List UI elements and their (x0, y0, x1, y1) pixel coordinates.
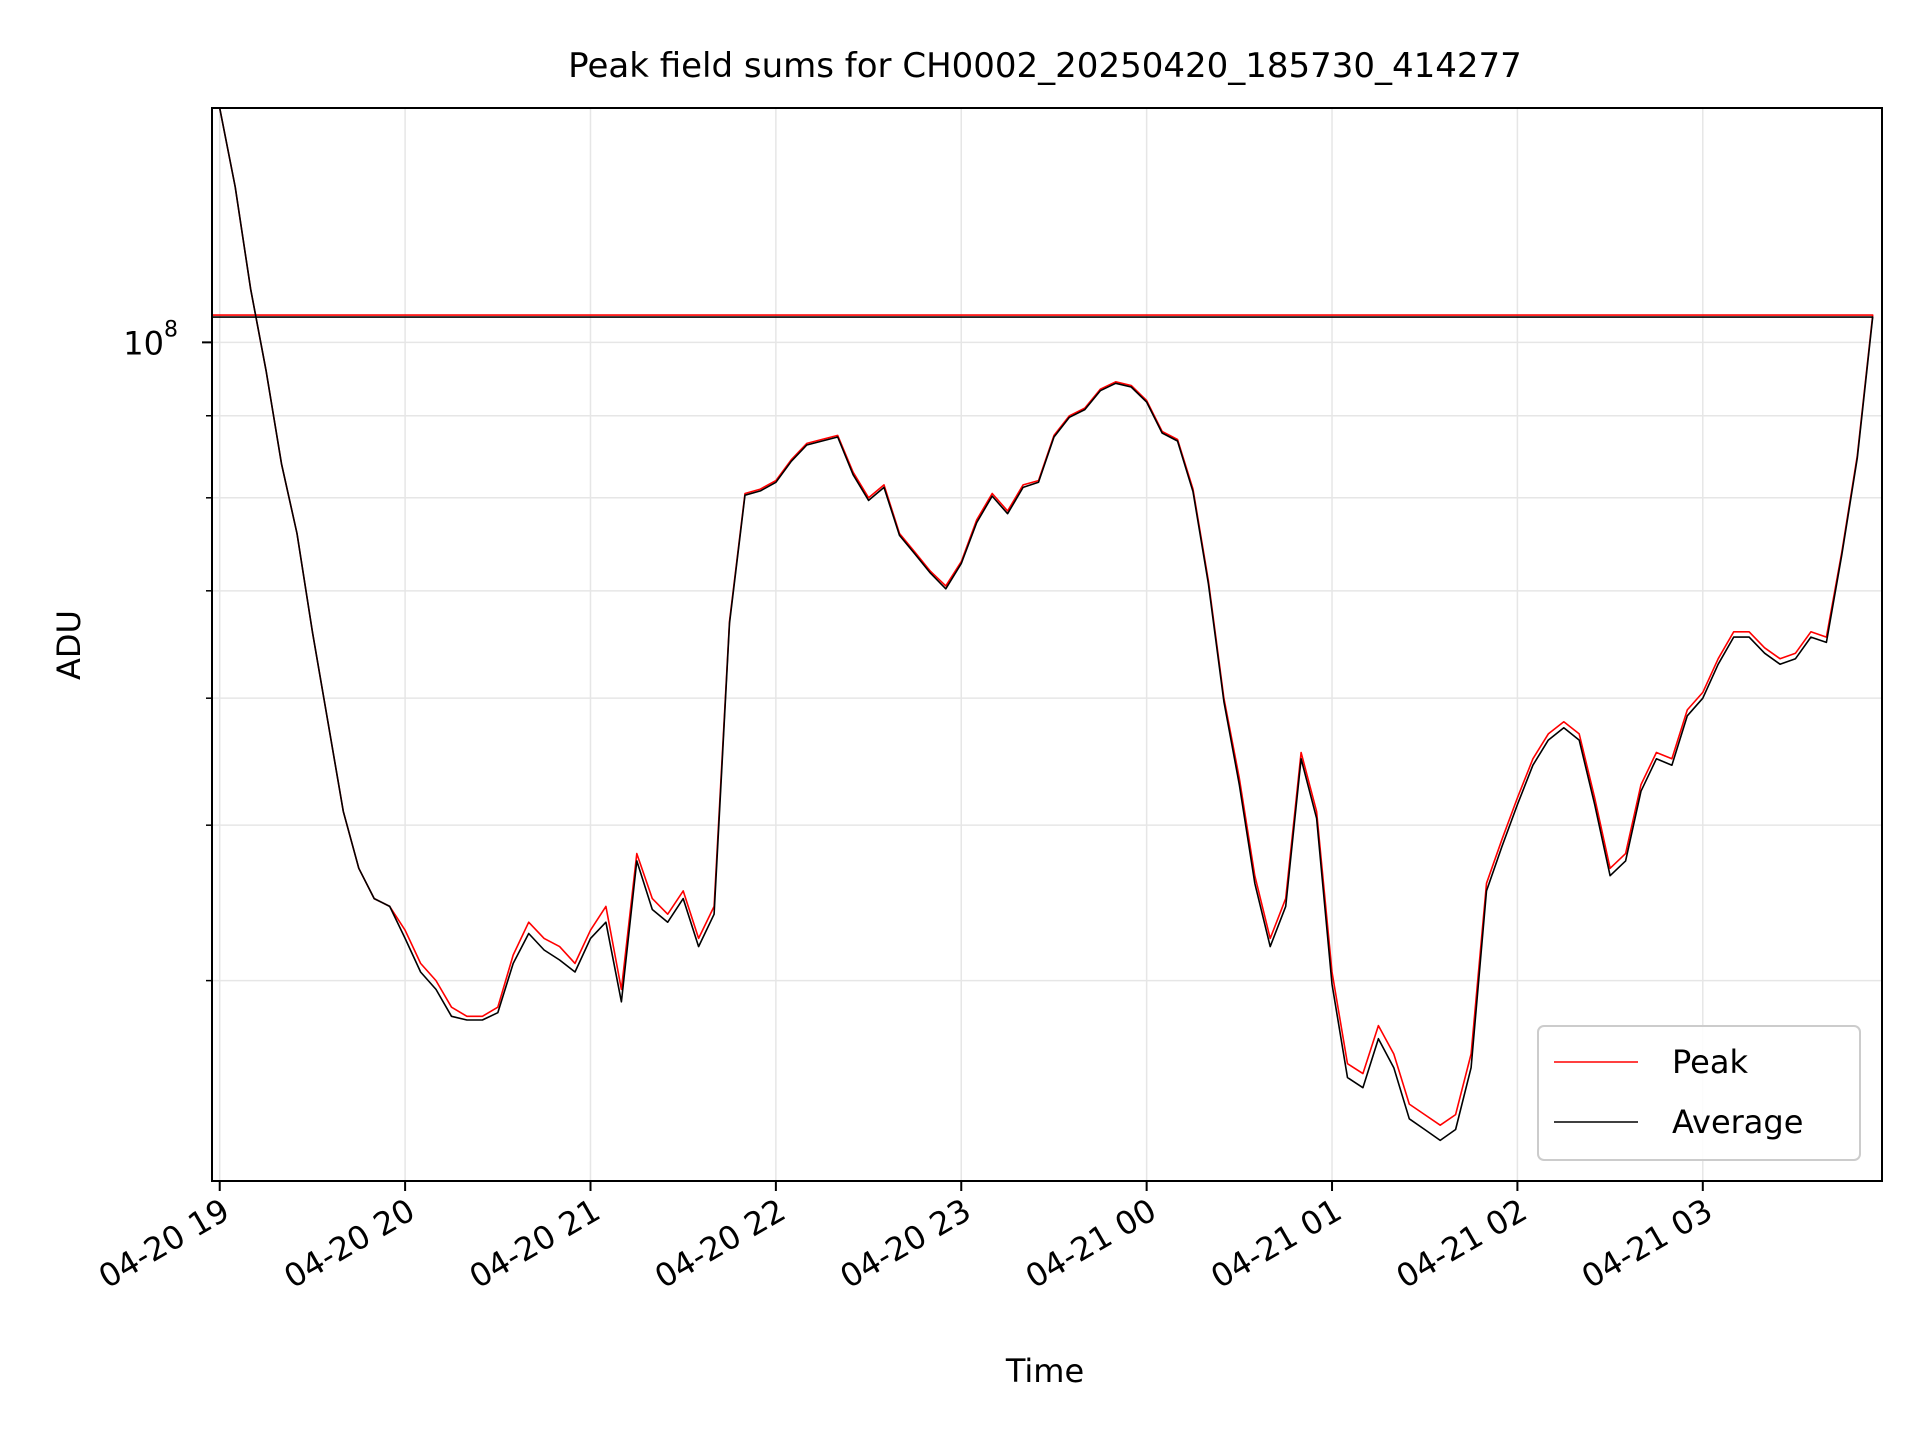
y-axis-label: ADU (50, 610, 88, 680)
y-tick-label-exponent: 8 (164, 317, 178, 342)
chart-title: Peak field sums for CH0002_20250420_1857… (568, 46, 1522, 86)
plot-area-frame (211, 107, 1883, 1182)
y-tick-label: 10 (123, 324, 164, 362)
legend-label-peak: Peak (1672, 1043, 1748, 1081)
legend: Peak Average (1537, 1025, 1861, 1161)
y-axis: 10 8 (123, 317, 212, 982)
legend-box (1537, 1025, 1861, 1161)
legend-label-average: Average (1672, 1103, 1803, 1141)
x-axis-label: Time (1005, 1352, 1084, 1390)
grid (212, 108, 1882, 1181)
y-tick-label-base: 10 (123, 324, 164, 362)
